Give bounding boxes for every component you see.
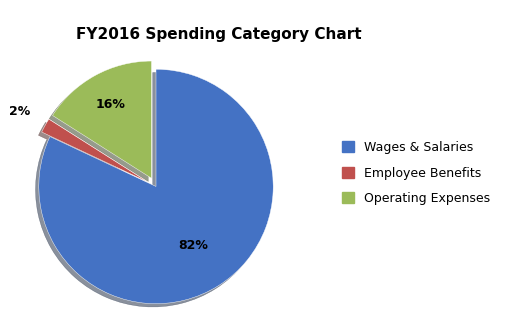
Wedge shape bbox=[39, 69, 273, 304]
Text: FY2016 Spending Category Chart: FY2016 Spending Category Chart bbox=[75, 27, 361, 42]
Wedge shape bbox=[53, 61, 151, 178]
Legend: Wages & Salaries, Employee Benefits, Operating Expenses: Wages & Salaries, Employee Benefits, Ope… bbox=[342, 141, 490, 205]
Text: 82%: 82% bbox=[179, 239, 209, 252]
Wedge shape bbox=[42, 119, 148, 182]
Text: 16%: 16% bbox=[96, 98, 126, 111]
Text: 2%: 2% bbox=[9, 105, 30, 118]
